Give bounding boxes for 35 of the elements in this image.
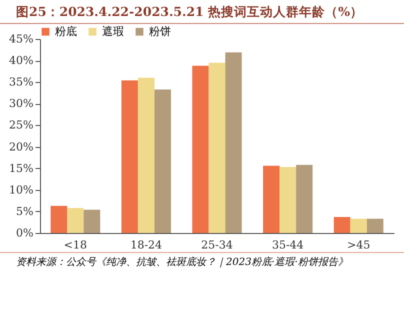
y-tick-label: 25% [9,118,34,132]
y-tick-label: 20% [9,140,34,154]
bar [280,167,296,233]
bar [50,206,68,233]
text: 资料来源：公众号《纯净、抗皱、祛斑底妆？｜2023粉底·遮瑕·粉饼报告》 [0,252,404,270]
y-tick-label: 45% [9,32,34,46]
bar [84,210,100,233]
bar [263,166,280,233]
legend-label: 粉底 [55,24,77,38]
y-tick-label: 35% [9,76,34,89]
bar [192,66,209,233]
x-tick-label: 18-24 [130,238,162,252]
y-tick-label: 10% [9,183,34,196]
bar [208,62,226,233]
legend-label: 粉饼 [149,24,171,38]
y-tick-label: 0% [16,226,34,240]
bar [138,78,154,233]
bar [334,217,350,233]
legend-label: 遮瑕 [102,24,124,38]
y-tick-label: 5% [16,204,34,218]
bar [121,80,138,233]
bar [296,164,313,233]
x-tick-label: 35-44 [272,238,304,252]
chart-title: 图25：2023.4.22-2023.5.21 热搜词互动人群年龄（%） [0,0,404,24]
x-tick-label: >45 [346,238,370,252]
bar [67,208,84,233]
bar [366,218,384,233]
bar [350,218,367,233]
x-tick-label: 25-34 [201,238,233,252]
y-tick-label: 40% [9,54,34,68]
bar [225,52,242,233]
y-tick-label: 30% [9,97,34,110]
bar [154,89,171,233]
x-tick-label: <18 [64,238,88,252]
y-tick-label: 15% [9,162,34,175]
